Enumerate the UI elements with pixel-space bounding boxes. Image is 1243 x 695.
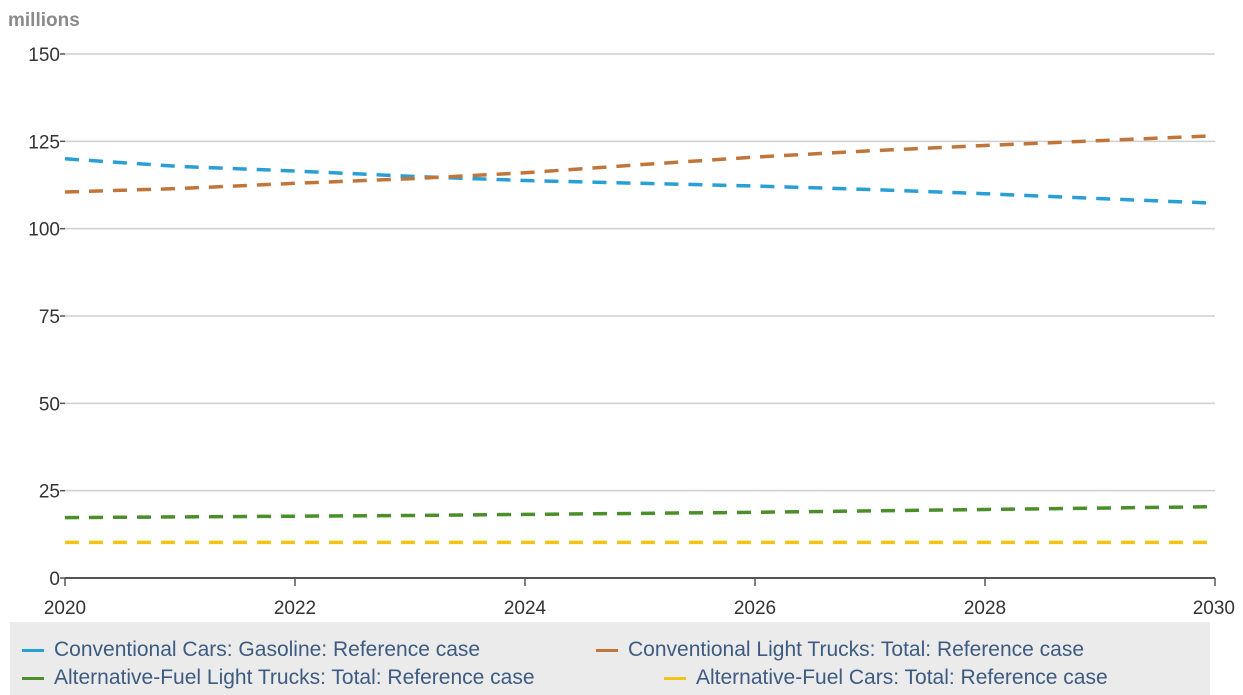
- legend-item-alt-fuel-cars[interactable]: Alternative-Fuel Cars: Total: Reference …: [664, 666, 1108, 690]
- series-lines: [64, 133, 1216, 545]
- x-tick-label: 2020: [44, 598, 86, 619]
- legend-swatch: [22, 648, 44, 652]
- legend-item-conventional-light-trucks[interactable]: Conventional Light Trucks: Total: Refere…: [596, 638, 1084, 662]
- line-chart: 0 25 50 75 100 125 150 2020 2022 2024 2026 2028 203…: [28, 45, 1235, 619]
- y-tick-label: 100: [28, 220, 60, 241]
- y-tick-label: 25: [39, 482, 60, 503]
- series-line-2: [64, 504, 1216, 520]
- legend-label: Conventional Light Trucks: Total: Refere…: [628, 638, 1085, 661]
- gridlines: [65, 53, 1215, 492]
- x-tick-label: 2028: [964, 598, 1006, 619]
- legend-label: Alternative-Fuel Cars: Total: Reference …: [696, 666, 1108, 689]
- series-line-0: [64, 157, 1216, 205]
- x-tick-label: 2026: [734, 598, 776, 619]
- y-tick-label: 0: [49, 569, 60, 590]
- x-tick-label: 2022: [274, 598, 316, 619]
- y-tick-label: 150: [28, 45, 60, 66]
- legend-swatch: [22, 676, 44, 680]
- legend-swatch: [664, 676, 686, 680]
- series-line-1: [64, 133, 1216, 194]
- y-unit-label: millions: [8, 10, 80, 31]
- y-tick-label: 75: [39, 307, 60, 328]
- y-tick-label: 125: [28, 132, 60, 153]
- legend-swatch: [596, 648, 618, 652]
- legend-item-alt-fuel-light-trucks[interactable]: Alternative-Fuel Light Trucks: Total: Re…: [22, 666, 535, 690]
- x-tick-label: 2024: [504, 598, 547, 619]
- x-tick-label: 2030: [1193, 598, 1235, 619]
- legend: Conventional Cars: Gasoline: Reference c…: [10, 622, 1210, 695]
- legend-label: Conventional Cars: Gasoline: Reference c…: [54, 638, 481, 661]
- y-tick-label: 50: [39, 394, 60, 415]
- y-axis-ticks: 0 25 50 75 100 125 150: [28, 45, 65, 590]
- x-axis: 2020 2022 2024 2026 2028 2030: [44, 577, 1235, 619]
- legend-item-conventional-cars[interactable]: Conventional Cars: Gasoline: Reference c…: [22, 638, 480, 662]
- legend-label: Alternative-Fuel Light Trucks: Total: Re…: [54, 666, 535, 689]
